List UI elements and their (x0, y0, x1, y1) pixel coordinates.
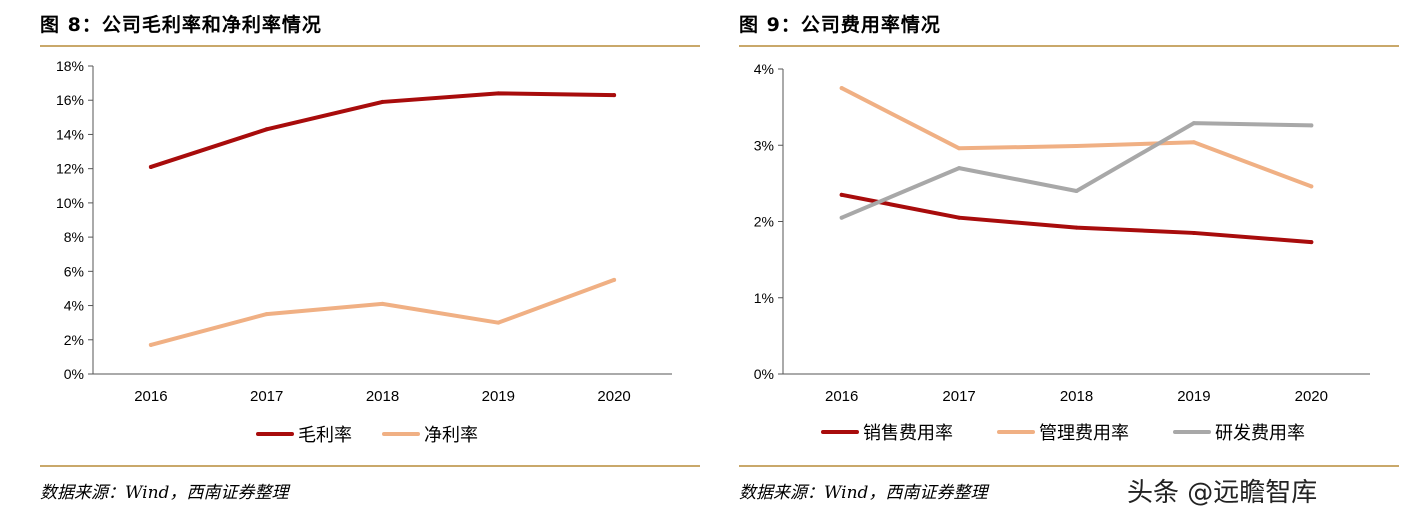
right-y-tick-label: 4% (754, 61, 774, 77)
right-legend-label-2: 管理费用率 (1039, 423, 1129, 443)
left-title-rule (40, 45, 700, 47)
right-line-chart: 0% 1% 2% 3% 4% 2016 2017 2018 2019 2020 销售费用率 管理费用率… (754, 61, 1370, 443)
right-y-tick-label: 2% (754, 214, 774, 230)
right-series-line-2 (839, 86, 1314, 189)
right-series-1-point (1309, 240, 1314, 245)
right-series-2-point (957, 146, 962, 151)
right-series-2-point (839, 86, 844, 91)
left-x-tick-label: 2018 (366, 388, 399, 405)
right-series-line-1 (839, 192, 1314, 245)
left-chart-panel: 图 8：公司毛利率和净利率情况 0% 2% 4% 6% 8% 10% 12% 14% 16% 18… (40, 14, 700, 503)
right-x-tick-label: 2017 (942, 388, 975, 405)
left-line-chart: 0% 2% 4% 6% 8% 10% 12% 14% 16% 18% 2016 2017 2018 201… (56, 58, 672, 445)
right-chart-panel: 图 9：公司费用率情况 0% 1% 2% 3% 4% 2016 2017 2018 2019 20… (705, 0, 1407, 520)
left-series-1-point (612, 93, 617, 98)
right-series-3-point (1309, 123, 1314, 128)
left-y-tick-label: 10% (56, 195, 84, 211)
left-series-2-point (148, 342, 153, 347)
right-title-rule (739, 45, 1399, 47)
left-x-tick-label: 2020 (597, 388, 630, 405)
left-series-2-point (612, 277, 617, 282)
right-x-tick-label: 2016 (825, 388, 858, 405)
right-y-tick-label: 0% (754, 366, 774, 382)
left-y-tick-label: 18% (56, 58, 84, 74)
right-x-tick-label: 2018 (1060, 388, 1093, 405)
right-series-1-point (957, 215, 962, 220)
right-legend-label-3: 研发费用率 (1215, 423, 1305, 443)
left-series-line-1 (148, 91, 617, 169)
left-chart-title: 图 8：公司毛利率和净利率情况 (40, 14, 322, 36)
left-source-note: 数据来源：Wind，西南证券整理 (40, 483, 289, 503)
left-series-2-point (380, 301, 385, 306)
left-y-tick-label: 4% (64, 298, 84, 314)
watermark: 头条 @远瞻智库 (1127, 478, 1318, 508)
left-y-tick-label: 16% (56, 92, 84, 108)
left-series-line-2 (148, 277, 617, 347)
left-legend-label-1: 毛利率 (298, 425, 352, 445)
right-legend-label-1: 销售费用率 (863, 423, 953, 443)
left-y-tick-label: 2% (64, 332, 84, 348)
right-series-2-point (1074, 144, 1079, 149)
left-legend-label-2: 净利率 (424, 425, 478, 445)
left-x-tick-label: 2017 (250, 388, 283, 405)
right-x-tick-label: 2020 (1295, 388, 1328, 405)
right-series-3-point (839, 215, 844, 220)
left-source-rule (40, 465, 700, 467)
right-series-2-point (1309, 184, 1314, 189)
right-series-1-point (1074, 225, 1079, 230)
right-source-rule (739, 465, 1399, 467)
left-x-tick-label: 2019 (482, 388, 515, 405)
right-series-2-point (1191, 140, 1196, 145)
right-series-3-point (1191, 121, 1196, 126)
right-series-line-3 (839, 121, 1314, 220)
left-y-tick-label: 14% (56, 126, 84, 142)
left-y-tick-label: 12% (56, 161, 84, 177)
right-y-tick-label: 1% (754, 290, 774, 306)
right-series-3-point (1074, 189, 1079, 193)
left-y-tick-label: 0% (64, 366, 84, 382)
left-series-1-point (148, 164, 153, 169)
left-series-1-point (380, 99, 385, 104)
left-y-tick-label: 8% (64, 229, 84, 245)
right-chart-title: 图 9：公司费用率情况 (739, 14, 941, 36)
left-series-2-point (264, 312, 269, 317)
left-y-tick-label: 6% (64, 263, 84, 279)
left-x-tick-label: 2016 (134, 388, 167, 405)
right-x-tick-label: 2019 (1177, 388, 1210, 405)
left-series-1-point (496, 91, 501, 96)
right-series-3-point (957, 166, 962, 171)
right-series-1-point (1191, 230, 1196, 235)
right-source-note: 数据来源：Wind，西南证券整理 (739, 483, 988, 503)
right-series-1-point (839, 192, 844, 197)
left-series-1-point (264, 127, 269, 132)
left-series-2-point (496, 320, 501, 325)
right-y-tick-label: 3% (754, 137, 774, 153)
